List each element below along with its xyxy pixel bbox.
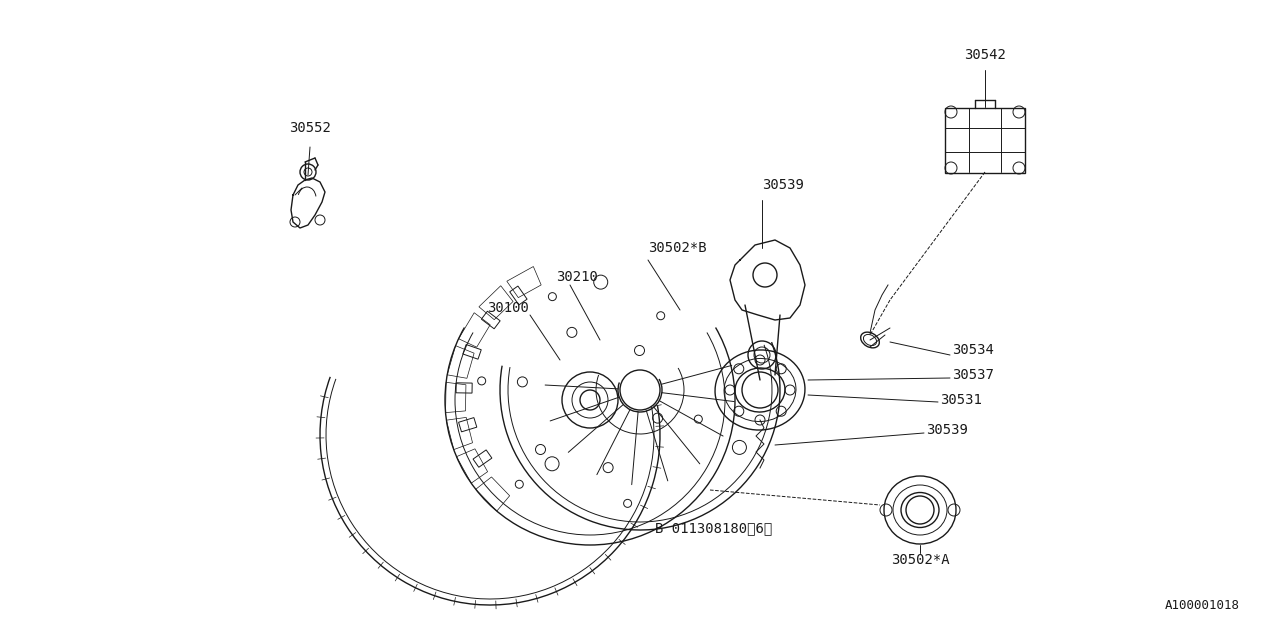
Text: 30537: 30537 (952, 368, 993, 382)
Bar (945, 108, 1025, 173)
Bar (458, 417, 477, 432)
Bar (509, 286, 527, 305)
Text: 30539: 30539 (762, 178, 804, 192)
Text: 30531: 30531 (940, 393, 982, 407)
Text: 30542: 30542 (964, 48, 1006, 62)
Text: 30552: 30552 (289, 121, 332, 135)
Bar (456, 383, 472, 393)
Text: A100001018: A100001018 (1165, 599, 1240, 612)
Bar (463, 344, 481, 359)
Text: 30502*A: 30502*A (891, 553, 950, 567)
Text: 30539: 30539 (925, 423, 968, 437)
Text: 30210: 30210 (556, 270, 598, 284)
Text: B 011308180（6）: B 011308180（6） (655, 521, 772, 535)
Bar (474, 450, 492, 467)
Text: 30100: 30100 (486, 301, 529, 315)
Text: 30534: 30534 (952, 343, 993, 357)
Bar (481, 311, 500, 329)
Text: 30502*B: 30502*B (648, 241, 707, 255)
